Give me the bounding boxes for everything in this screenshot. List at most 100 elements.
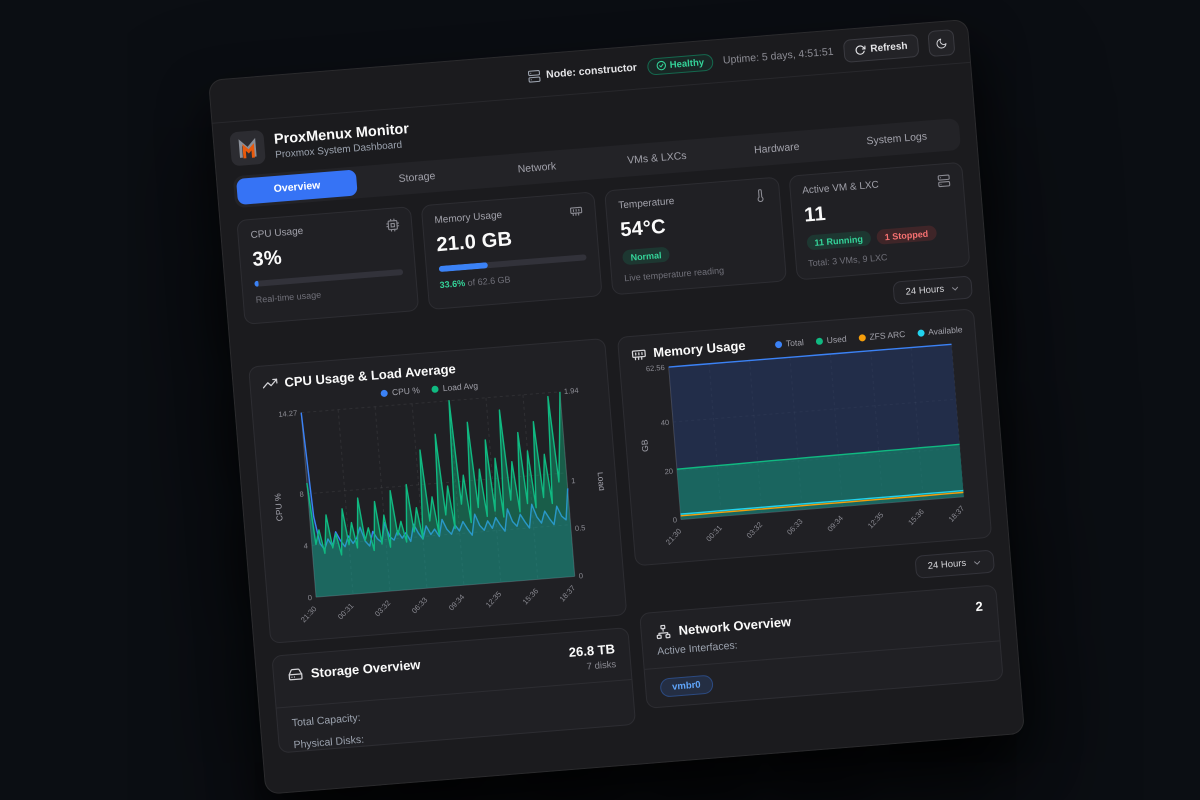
svg-text:20: 20 xyxy=(664,467,673,477)
range-selector-row-2: 24 Hours xyxy=(636,549,996,602)
time-range-value: 24 Hours xyxy=(905,283,945,298)
storage-overview-card: Storage Overview 26.8 TB 7 disks Total C… xyxy=(271,627,637,754)
svg-text:GB: GB xyxy=(639,439,650,452)
svg-text:12:35: 12:35 xyxy=(484,590,503,610)
node-label: Node: constructor xyxy=(545,61,638,81)
svg-text:0: 0 xyxy=(672,515,677,524)
svg-text:21:30: 21:30 xyxy=(664,527,683,547)
refresh-label: Refresh xyxy=(869,40,908,55)
legend-dot xyxy=(380,389,389,397)
network-icon xyxy=(656,624,671,640)
node-indicator: Node: constructor xyxy=(527,61,638,83)
svg-text:0.5: 0.5 xyxy=(575,523,586,533)
svg-text:09:34: 09:34 xyxy=(447,592,466,612)
interface-badge[interactable]: vmbr0 xyxy=(659,674,714,698)
chevron-down-icon xyxy=(952,286,958,290)
cpu-load-chart: 21:30 00:31 03:32 06:33 09:34 12:35 15:36 18:37… xyxy=(272,386,608,624)
svg-text:18:37: 18:37 xyxy=(947,504,966,524)
logo-m-icon xyxy=(238,137,257,159)
hard-drive-icon xyxy=(288,668,303,681)
svg-text:06:33: 06:33 xyxy=(410,595,429,615)
uptime-text: Uptime: 5 days, 4:51:51 xyxy=(722,45,834,67)
svg-text:12:35: 12:35 xyxy=(866,510,885,530)
temperature-card-title: Temperature xyxy=(617,196,675,212)
svg-text:21:30: 21:30 xyxy=(299,604,318,624)
cpu-caption: Real-time usage xyxy=(255,289,322,305)
svg-text:14.27: 14.27 xyxy=(278,408,298,418)
refresh-button[interactable]: Refresh xyxy=(842,33,920,63)
storage-summary: 26.8 TB 7 disks xyxy=(568,642,616,675)
cpu-progress-fill xyxy=(254,280,260,287)
svg-text:09:34: 09:34 xyxy=(826,514,845,534)
time-range-value-2: 24 Hours xyxy=(927,557,967,573)
legend-dot xyxy=(858,333,866,342)
svg-text:00:31: 00:31 xyxy=(336,601,355,621)
thermometer-icon xyxy=(757,189,764,203)
server-stack-icon xyxy=(937,174,951,188)
moon-icon xyxy=(936,38,947,49)
svg-text:03:32: 03:32 xyxy=(373,598,392,618)
chevron-down-icon xyxy=(974,560,981,565)
memory-usage-chart: 21:30 00:31 03:32 06:33 09:34 12:35 15:36 18:37… xyxy=(639,343,966,547)
svg-text:15:36: 15:36 xyxy=(521,587,540,607)
health-status-badge: Healthy xyxy=(646,52,714,76)
network-overview-card: Network Overview 2 Active Interfaces: vm… xyxy=(639,584,1004,710)
memory-chart-card: Memory Usage Total Used ZFS ARC Available 2… xyxy=(616,308,993,567)
time-range-select[interactable]: 24 Hours xyxy=(892,275,973,305)
tab-network[interactable]: Network xyxy=(476,150,598,186)
svg-text:0: 0 xyxy=(307,593,312,602)
legend-dot xyxy=(774,340,783,348)
app-header: ProxMenux Monitor Proxmox System Dashboa… xyxy=(213,63,974,172)
cpu-card-title: CPU Usage xyxy=(250,225,304,242)
memory-usage-card: Memory Usage 21.0 GB 33.6% of 62.6 GB xyxy=(420,191,603,311)
network-interfaces-count: 2 xyxy=(974,598,984,615)
svg-text:40: 40 xyxy=(660,418,669,428)
memory-icon xyxy=(570,206,583,217)
check-circle-icon xyxy=(656,60,666,71)
tab-system-logs[interactable]: System Logs xyxy=(836,121,958,157)
health-label: Healthy xyxy=(669,56,705,71)
tab-hardware[interactable]: Hardware xyxy=(716,131,838,167)
memory-percent: 33.6% xyxy=(439,278,466,291)
vm-count-value: 11 xyxy=(803,202,827,227)
trending-up-icon xyxy=(262,378,278,389)
svg-text:4: 4 xyxy=(303,541,308,550)
legend-dot xyxy=(431,384,440,393)
theme-toggle-button[interactable] xyxy=(927,29,956,58)
time-range-select-2[interactable]: 24 Hours xyxy=(914,549,996,579)
tab-vms-lxcs[interactable]: VMs & LXCs xyxy=(596,140,718,176)
vm-caption: Total: 3 VMs, 9 LXC xyxy=(807,252,888,269)
refresh-icon xyxy=(855,44,866,55)
legend-dot xyxy=(916,328,925,337)
memory-caption-suffix: of 62.6 GB xyxy=(464,274,511,289)
stats-row: CPU Usage 3% Real-time usage Memory Usag… xyxy=(236,161,971,325)
temperature-card: Temperature 54°C Normal Live temperature… xyxy=(604,176,787,296)
memory-progress-fill xyxy=(438,262,489,273)
temperature-status-badge: Normal xyxy=(621,246,671,266)
cpu-usage-card: CPU Usage 3% Real-time usage xyxy=(236,206,419,325)
cpu-load-chart-card: CPU Usage & Load Average CPU % Load Avg 2… xyxy=(248,337,628,645)
svg-text:62.56: 62.56 xyxy=(646,363,666,373)
storage-total-value: 26.8 TB xyxy=(568,641,616,661)
temperature-caption: Live temperature reading xyxy=(623,265,725,284)
proxmenux-logo xyxy=(229,129,266,167)
vm-stopped-badge: 1 Stopped xyxy=(876,225,937,245)
storage-disks-value: 7 disks xyxy=(586,659,617,673)
memory-usage-value: 21.0 GB xyxy=(435,228,514,257)
right-column: Memory Usage Total Used ZFS ARC Available 2… xyxy=(616,308,1004,710)
cpu-icon xyxy=(385,218,399,232)
tab-overview[interactable]: Overview xyxy=(236,169,359,205)
svg-text:18:37: 18:37 xyxy=(558,584,577,604)
svg-text:03:32: 03:32 xyxy=(745,520,764,540)
svg-text:Load: Load xyxy=(596,471,608,491)
storage-title: Storage Overview xyxy=(310,657,422,682)
vm-card-title: Active VM & LXC xyxy=(801,179,880,197)
temperature-value: 54°C xyxy=(619,215,667,242)
svg-text:06:33: 06:33 xyxy=(785,517,804,537)
memory-icon xyxy=(631,349,646,361)
topbar: Node: constructor Healthy Uptime: 5 days… xyxy=(209,19,971,124)
tab-storage[interactable]: Storage xyxy=(356,160,478,196)
svg-text:8: 8 xyxy=(299,490,304,499)
vm-running-badge: 11 Running xyxy=(805,230,872,251)
